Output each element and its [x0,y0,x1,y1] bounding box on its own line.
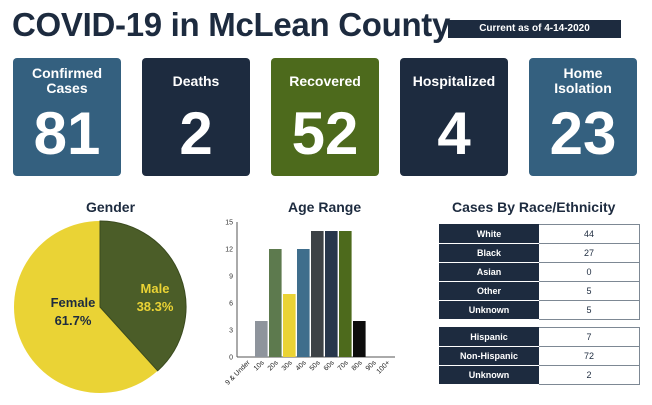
age-bar [269,249,282,357]
ethnicity-label: Hispanic [439,327,539,347]
pie-label-male: Male [141,281,170,296]
hospitalized-value: 4 [437,100,471,167]
ethnicity-value: 7 [538,327,640,347]
table-row: Black 27 [439,243,640,263]
home-isolation-card: Home Isolation 23 [529,58,637,176]
deaths-value: 2 [179,100,213,167]
table-row: Unknown 2 [439,365,640,385]
age-bar [353,321,366,357]
home-isolation-value: 23 [549,100,617,167]
page-title: COVID-19 in McLean County [12,6,451,43]
race-label: Black [439,243,539,263]
age-bar [283,294,296,357]
home-isolation-label: Home Isolation [554,65,612,96]
age-chart-title: Age Range [288,199,362,215]
x-tick-label: 40s [295,359,308,372]
pie-pct-female: 61.7% [55,313,92,328]
race-label: White [439,224,539,244]
age-bar [339,231,352,357]
pie-pct-male: 38.3% [137,299,174,314]
x-tick-label: 100+ [376,359,392,375]
x-tick-label: 70s [337,359,350,372]
table-row: White 44 [439,224,640,244]
table-row: Unknown 5 [439,300,640,320]
x-tick-label: 20s [267,359,280,372]
table-row: Asian 0 [439,262,640,282]
y-tick-label: 6 [229,301,233,308]
x-tick-label: 80s [351,359,364,372]
x-tick-label: 60s [323,359,336,372]
recovered-card: Recovered 52 [271,58,379,176]
age-bar [297,249,310,357]
table-row: Hispanic 7 [439,327,640,347]
race-value: 0 [538,262,640,282]
table-row: Other 5 [439,281,640,301]
pie-label-female: Female [51,295,96,310]
confirmed-cases-card: Confirmed Cases 81 [13,58,121,176]
age-bar [325,231,338,357]
age-bar [311,231,324,357]
as-of-date-badge: Current as of 4-14-2020 [448,20,621,38]
table-row: Non-Hispanic 72 [439,346,640,366]
y-tick-label: 3 [229,328,233,335]
x-tick-label: 10s [253,359,266,372]
race-ethnicity-table: White 44 Black 27 Asian 0 Other 5 Unknown 5 H… [439,224,640,385]
deaths-label: Deaths [172,72,220,89]
recovered-label: Recovered [289,72,361,89]
x-tick-label: 30s [281,359,294,372]
hospitalized-label: Hospitalized [412,72,496,89]
ethnicity-value: 2 [538,365,640,385]
gender-pie-chart: Female 61.7% Male 38.3% [13,220,187,394]
age-bar-chart: 0 3 6 9 12 15 9 & Under 10s 20s 30s 40s 50s 60s 70s 80… [224,220,395,387]
x-tick-label: 9 & Under [224,359,252,387]
y-tick-label: 15 [225,220,233,227]
race-value: 27 [538,243,640,263]
race-value: 5 [538,300,640,320]
ethnicity-label: Unknown [439,365,539,385]
age-bar [255,321,268,357]
pie-slice-female [13,221,158,394]
y-tick-label: 12 [225,247,233,254]
recovered-value: 52 [291,100,359,167]
race-label: Other [439,281,539,301]
race-label: Unknown [439,300,539,320]
table-spacer-row [439,319,640,328]
confirmed-cases-label: Confirmed Cases [32,65,102,96]
race-label: Asian [439,262,539,282]
y-tick-label: 9 [229,274,233,281]
hospitalized-card: Hospitalized 4 [400,58,508,176]
confirmed-cases-value: 81 [33,100,101,167]
gender-chart-title: Gender [86,199,136,215]
x-tick-label: 50s [309,359,322,372]
ethnicity-label: Non-Hispanic [439,346,539,366]
race-value: 5 [538,281,640,301]
y-tick-label: 0 [229,355,233,362]
race-value: 44 [538,224,640,244]
pie-slice-male [99,220,187,372]
ethnicity-value: 72 [538,346,640,366]
race-table-title: Cases By Race/Ethnicity [452,199,616,215]
deaths-card: Deaths 2 [142,58,250,176]
